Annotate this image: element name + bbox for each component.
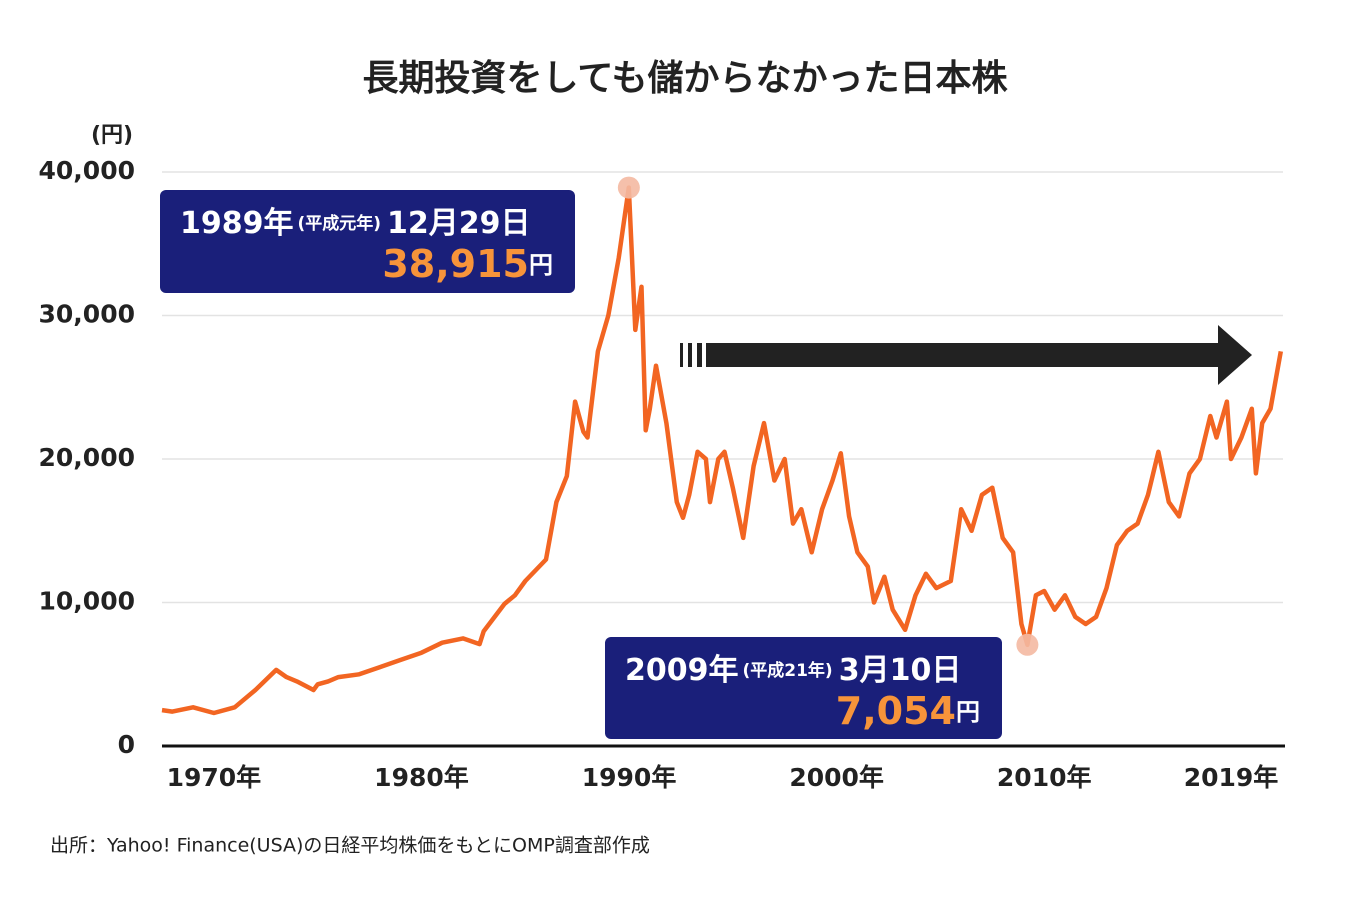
annotation-marker bbox=[1016, 633, 1039, 656]
x-tick-label: 1980年 bbox=[374, 763, 469, 792]
annotation-date: 1989年 (平成元年) 12月29日 bbox=[180, 206, 531, 241]
annotation-unit: 円 bbox=[529, 251, 553, 279]
annotation-number: 7,054 bbox=[836, 689, 956, 733]
y-tick-label: 10,000 bbox=[39, 587, 135, 616]
annotation-marker bbox=[617, 176, 640, 199]
y-tick-label: 40,000 bbox=[39, 156, 135, 185]
y-tick-label: 20,000 bbox=[39, 443, 135, 472]
annotation-date: 2009年 (平成21年) 3月10日 bbox=[625, 653, 961, 688]
arrow bbox=[680, 325, 1252, 385]
price-line bbox=[161, 185, 1284, 716]
source: 出所：Yahoo! Finance(USA)の日経平均株価をもとにOMP調査部作… bbox=[50, 835, 650, 857]
annotation-year: 2009年 bbox=[625, 653, 739, 688]
y-tick-label: 30,000 bbox=[39, 300, 135, 329]
annotation-day: 12月29日 bbox=[387, 206, 531, 241]
x-tick-label: 2010年 bbox=[997, 763, 1092, 792]
annotation-era: (平成21年) bbox=[743, 660, 833, 681]
annotation-day: 3月10日 bbox=[839, 653, 962, 688]
x-tick-label: 2019年 bbox=[1184, 763, 1279, 792]
y-axis-label: (円) bbox=[91, 123, 133, 148]
annotation-era: (平成元年) bbox=[298, 213, 382, 234]
annotation-box bbox=[160, 190, 575, 293]
annotation-unit: 円 bbox=[956, 698, 980, 726]
chart-title: 長期投資をしても儲からなかった日本株 bbox=[362, 58, 1008, 99]
y-tick-label: 0 bbox=[118, 730, 135, 759]
annotation-box bbox=[605, 637, 1002, 739]
x-tick-label: 2000年 bbox=[789, 763, 884, 792]
annotation-number: 38,915 bbox=[382, 242, 529, 286]
x-tick-label: 1970年 bbox=[167, 763, 262, 792]
annotation-year: 1989年 bbox=[180, 206, 294, 241]
annotation-value: 7,054円 bbox=[836, 689, 980, 733]
annotation-value: 38,915円 bbox=[382, 242, 553, 286]
x-tick-label: 1990年 bbox=[582, 763, 677, 792]
